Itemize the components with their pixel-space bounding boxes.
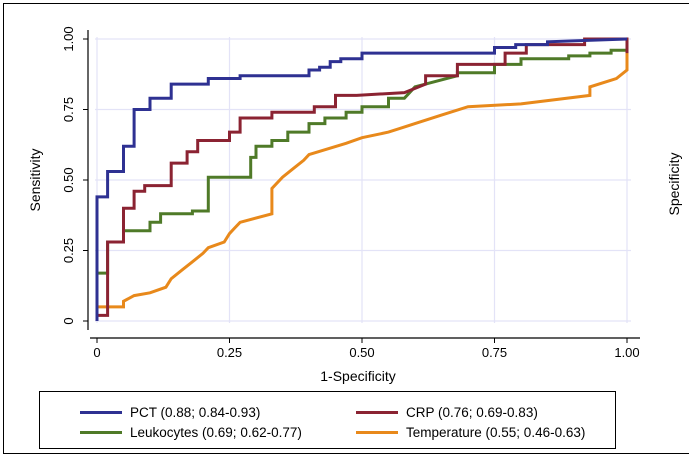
y-tick-label-2: 0.50 <box>61 167 76 192</box>
legend-swatch-temperature <box>356 431 398 434</box>
legend: PCT (0.88; 0.84-0.93) CRP (0.76; 0.69-0.… <box>39 391 616 449</box>
legend-item-leukocytes: Leukocytes (0.69; 0.62-0.77) <box>80 422 302 442</box>
x-axis-title: 1-Specificity <box>320 368 395 384</box>
y-tick-label-4: 1.00 <box>61 26 76 51</box>
grid <box>95 37 631 323</box>
legend-label-temperature: Temperature (0.55; 0.46-0.63) <box>406 425 585 440</box>
y-tick-label-3: 0.75 <box>61 97 76 122</box>
legend-item-crp: CRP (0.76; 0.69-0.83) <box>356 402 538 422</box>
legend-label-crp: CRP (0.76; 0.69-0.83) <box>406 405 538 420</box>
legend-swatch-leukocytes <box>80 431 122 434</box>
legend-swatch-pct <box>80 411 122 414</box>
legend-label-pct: PCT (0.88; 0.84-0.93) <box>130 405 260 420</box>
x-tick-label-1: 0.25 <box>217 345 242 360</box>
x-tick-label-4: 1.00 <box>614 345 639 360</box>
y-tick-label-0: 0 <box>61 317 76 324</box>
y-axis-title: Sensitivity <box>27 148 43 211</box>
x-tick-label-3: 0.75 <box>482 345 507 360</box>
y-tick-label-1: 0.25 <box>61 238 76 263</box>
legend-swatch-crp <box>356 411 398 414</box>
legend-label-leukocytes: Leukocytes (0.69; 0.62-0.77) <box>130 425 302 440</box>
right-axis-title: Specificity <box>666 152 682 215</box>
legend-item-pct: PCT (0.88; 0.84-0.93) <box>80 402 260 422</box>
tick-labels: 0 0.25 0.50 0.75 1.00 0 0.25 0.50 0.75 1.00 <box>61 26 640 360</box>
x-tick-label-0: 0 <box>93 345 100 360</box>
x-tick-label-2: 0.50 <box>349 345 374 360</box>
legend-item-temperature: Temperature (0.55; 0.46-0.63) <box>356 422 585 442</box>
